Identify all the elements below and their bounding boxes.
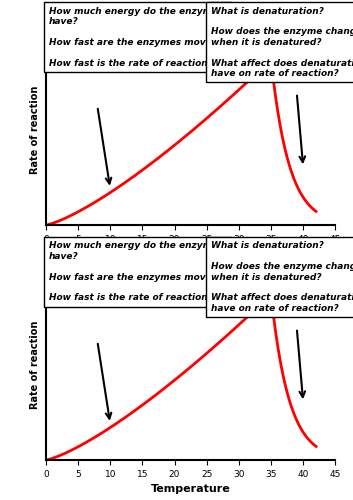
Y-axis label: Rate of reaction: Rate of reaction (30, 321, 40, 409)
Text: How much energy do the enzymes
have?

How fast are the enzymes moving?

How fast: How much energy do the enzymes have? How… (49, 242, 227, 302)
Text: What is denaturation?

How does the enzyme change
when it is denatured?

What af: What is denaturation? How does the enzym… (211, 242, 353, 313)
X-axis label: Temperature: Temperature (151, 250, 231, 260)
Text: How much energy do the enzymes
have?

How fast are the enzymes moving?

How fast: How much energy do the enzymes have? How… (49, 6, 227, 68)
X-axis label: Temperature: Temperature (151, 484, 231, 494)
Text: What is denaturation?

How does the enzyme change
when it is denatured?

What af: What is denaturation? How does the enzym… (211, 6, 353, 78)
Y-axis label: Rate of reaction: Rate of reaction (30, 86, 40, 174)
